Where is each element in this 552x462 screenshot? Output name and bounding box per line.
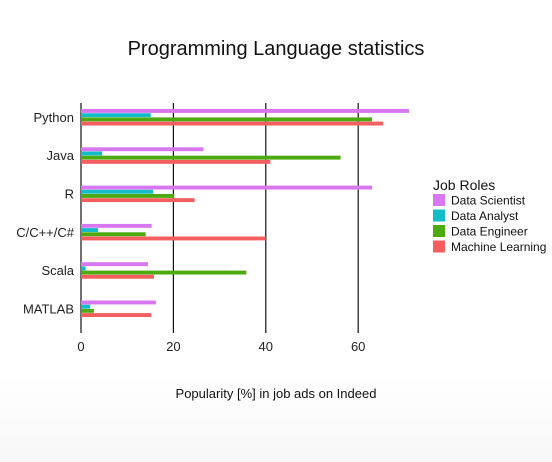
bar-data-engineer: [81, 194, 175, 198]
bar-data-scientist: [81, 223, 152, 228]
y-tick-label: Scala: [41, 263, 74, 278]
legend-label: Data Analyst: [451, 209, 519, 223]
bar-data-engineer: [81, 117, 373, 122]
bar-data-analyst: [81, 228, 99, 232]
y-tick-label: R: [65, 187, 74, 202]
legend-title: Job Roles: [433, 177, 495, 193]
bar-data-scientist: [81, 147, 204, 152]
legend-swatch: [433, 209, 445, 222]
bar-machine-learning: [81, 159, 271, 164]
x-tick-label: 0: [77, 339, 84, 354]
x-tick-label: 60: [351, 339, 365, 354]
bar-data-analyst: [81, 151, 103, 156]
y-tick-label: Java: [47, 148, 75, 163]
bar-machine-learning: [81, 198, 195, 203]
legend-label: Data Scientist: [451, 194, 526, 208]
bar-machine-learning: [81, 121, 384, 126]
legend-label: Data Engineer: [451, 225, 528, 239]
chart-title: Programming Language statistics: [127, 38, 425, 60]
bar-machine-learning: [81, 236, 266, 241]
legend-swatch: [433, 194, 445, 206]
x-axis-label: Popularity [%] in job ads on Indeed: [175, 386, 377, 401]
bar-machine-learning: [81, 274, 154, 279]
bar-data-engineer: [81, 308, 94, 313]
legend-swatch: [433, 225, 445, 237]
bar-data-analyst: [81, 304, 91, 309]
bar-machine-learning: [81, 313, 152, 317]
bar-data-engineer: [81, 232, 146, 237]
y-tick-label: Python: [34, 110, 74, 125]
bar-data-engineer: [81, 155, 341, 160]
y-tick-label: MATLAB: [23, 301, 74, 316]
bar-data-engineer: [81, 270, 247, 275]
bar-data-scientist: [81, 109, 409, 113]
x-tick-label: 20: [166, 339, 180, 354]
bar-data-analyst: [81, 113, 151, 118]
bar-data-analyst: [81, 189, 154, 194]
x-tick-label: 40: [259, 339, 273, 354]
legend-swatch: [433, 240, 445, 253]
legend-label: Machine Learning: [451, 240, 546, 254]
bar-data-scientist: [81, 300, 156, 305]
bar-data-scientist: [81, 262, 148, 267]
y-tick-label: C/C++/C#: [16, 225, 75, 240]
bar-data-scientist: [81, 185, 373, 190]
bar-data-analyst: [81, 266, 86, 271]
